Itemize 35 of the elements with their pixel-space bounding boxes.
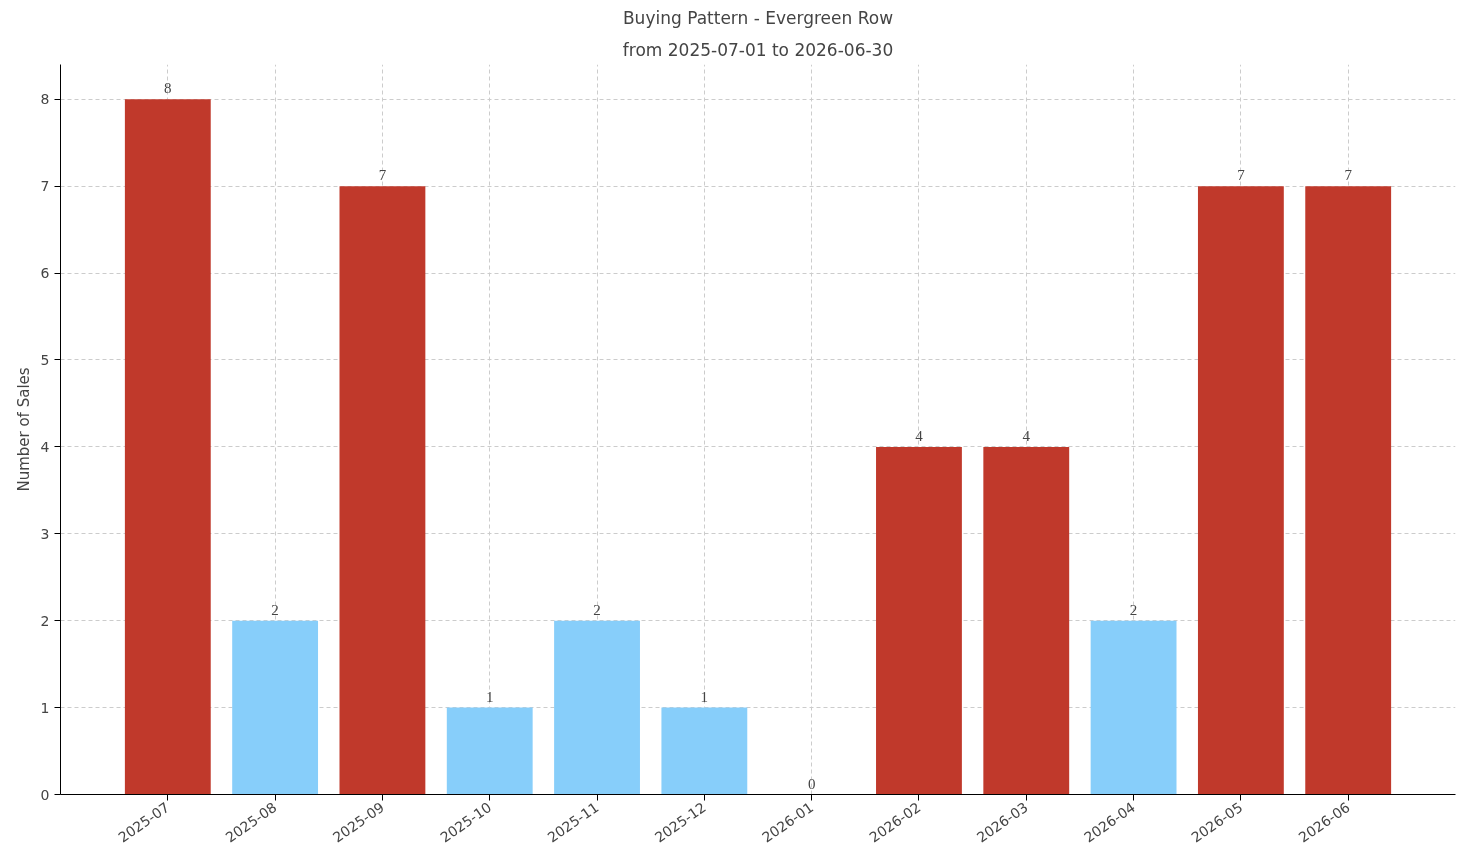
data-label: 7: [1237, 167, 1246, 184]
y-tick-label: 0: [40, 786, 50, 803]
bar: [124, 99, 211, 795]
bar: [1090, 620, 1177, 795]
data-label: 2: [271, 601, 279, 618]
bar: [232, 620, 319, 795]
bar: [983, 446, 1070, 795]
bar: [1305, 186, 1392, 795]
data-label: 8: [164, 80, 172, 97]
data-label: 1: [485, 688, 494, 705]
y-tick-label: 4: [40, 438, 50, 455]
chart-title: Buying Pattern - Evergreen Row: [622, 7, 894, 28]
y-axis-title: Number of Sales: [14, 367, 33, 492]
chart-subtitle: from 2025-07-01 to 2026-06-30: [622, 39, 894, 60]
bar: [554, 620, 640, 795]
y-tick-label: 1: [40, 699, 50, 716]
bar: [661, 707, 748, 795]
data-label: 7: [1344, 167, 1353, 184]
data-label: 2: [593, 601, 601, 618]
bar: [446, 707, 533, 795]
y-tick-label: 8: [40, 91, 50, 108]
data-label: 4: [915, 427, 924, 444]
bar: [339, 186, 426, 795]
data-label: 0: [807, 775, 816, 792]
y-tick-label: 3: [40, 525, 50, 542]
bar: [1197, 186, 1284, 795]
data-label: 1: [700, 688, 709, 705]
bar: [876, 446, 962, 795]
data-label: 7: [378, 167, 387, 184]
y-tick-label: 5: [40, 351, 50, 368]
data-label: 4: [1022, 427, 1031, 444]
y-tick-label: 7: [40, 178, 50, 195]
y-tick-label: 6: [40, 265, 50, 282]
y-tick-label: 2: [40, 612, 50, 629]
data-label: 2: [1129, 601, 1138, 618]
